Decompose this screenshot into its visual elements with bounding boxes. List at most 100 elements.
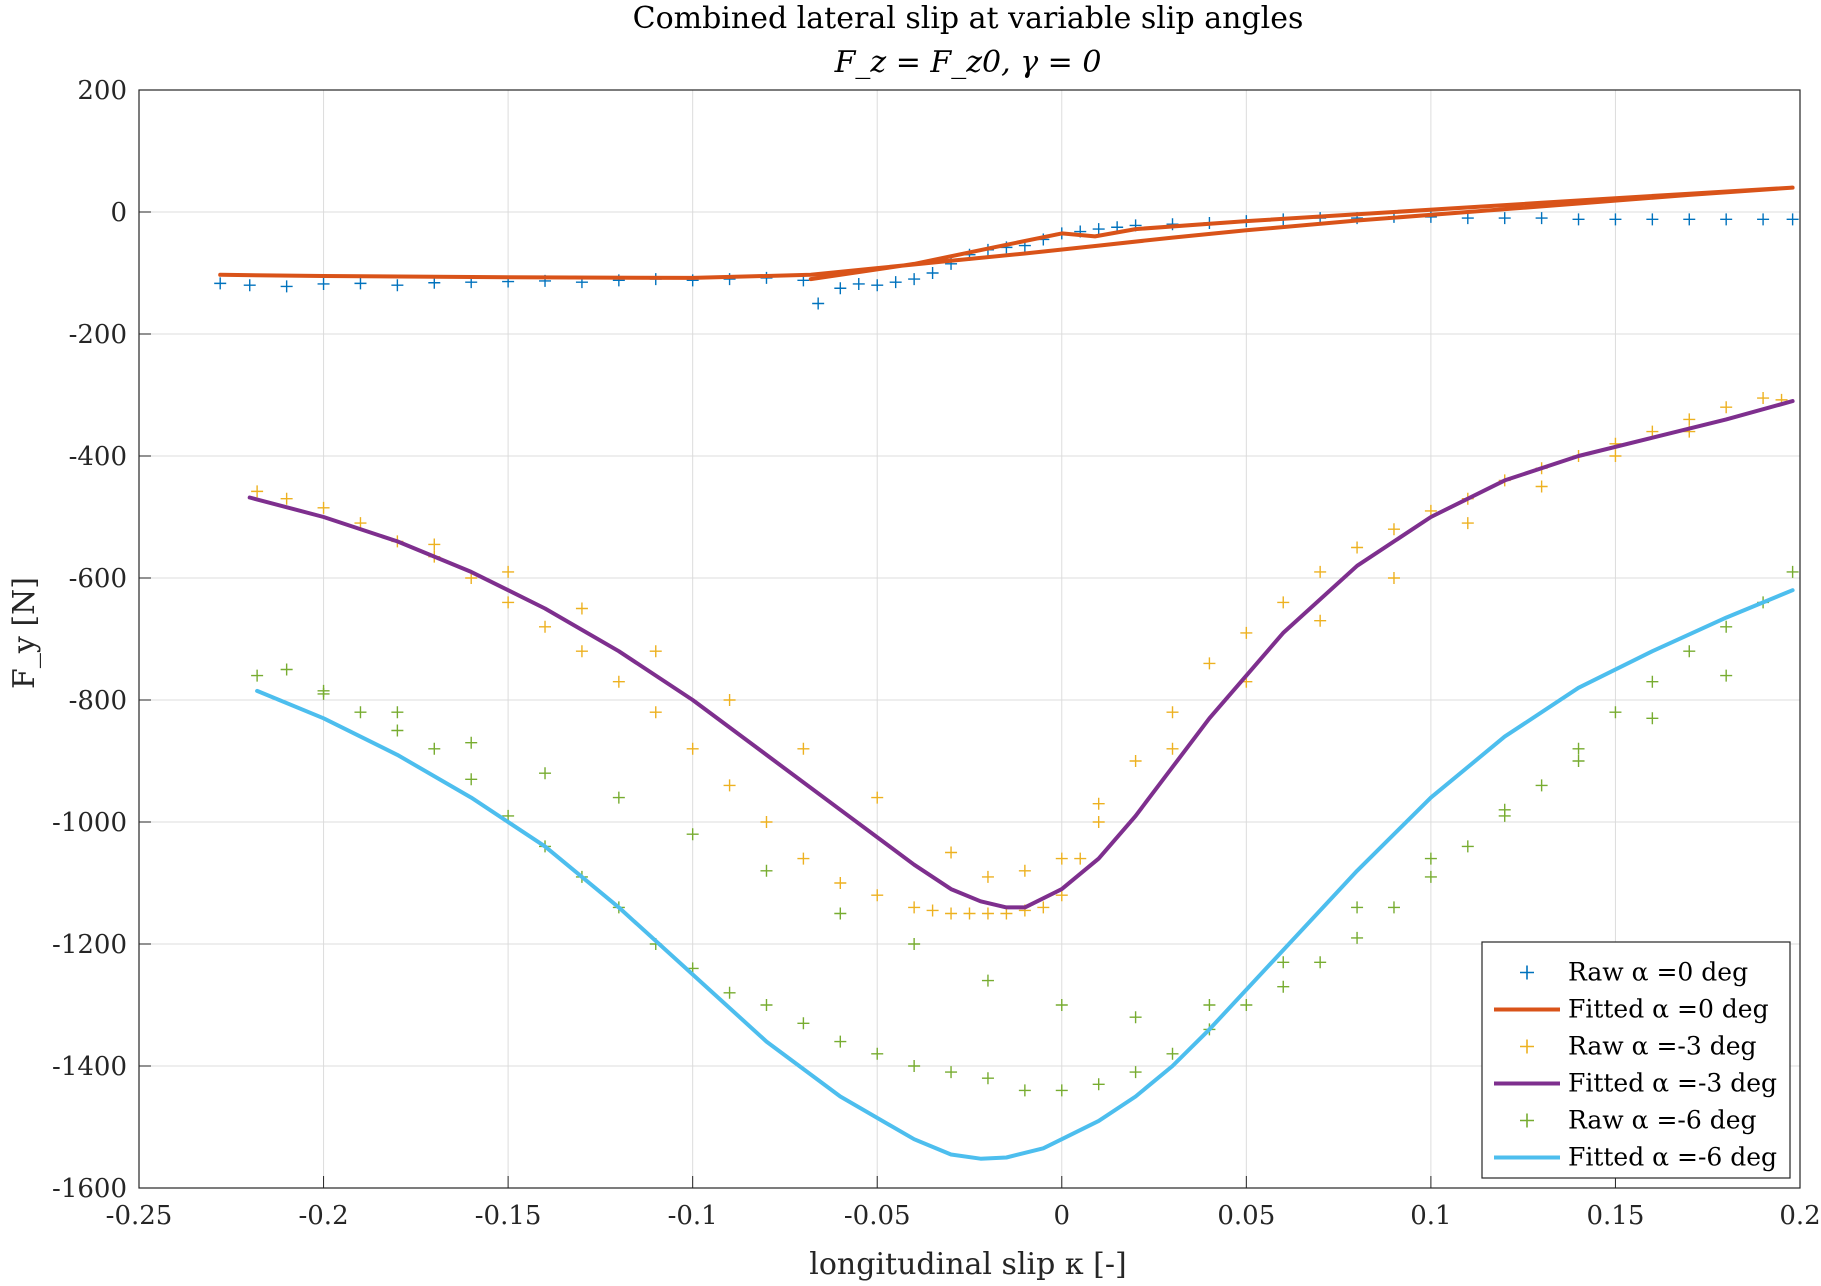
- data-point: [963, 907, 976, 920]
- legend-label: Raw α =-3 deg: [1568, 1032, 1757, 1061]
- series-line: [218, 185, 1795, 282]
- y-tick-label: -400: [69, 442, 127, 472]
- data-point: [760, 999, 773, 1011]
- data-point: [1129, 1066, 1142, 1079]
- data-point: [1786, 213, 1799, 226]
- data-point: [280, 492, 293, 505]
- series-5: [255, 588, 1795, 1161]
- data-point: [280, 280, 293, 293]
- data-point: [1461, 212, 1474, 225]
- legend-label: Fitted α =-6 deg: [1568, 1143, 1777, 1172]
- data-point: [834, 877, 847, 889]
- data-point: [834, 907, 847, 920]
- data-point: [1277, 956, 1290, 969]
- data-point: [834, 1035, 847, 1048]
- data-point: [1646, 712, 1659, 725]
- data-point: [871, 791, 884, 804]
- data-point: [1092, 816, 1105, 828]
- data-point: [981, 1072, 994, 1085]
- x-tick-label: -0.1: [668, 1201, 718, 1231]
- data-point: [1129, 755, 1142, 767]
- data-point: [354, 706, 367, 719]
- data-point: [1683, 413, 1696, 426]
- data-point: [1240, 999, 1253, 1011]
- data-point: [1277, 980, 1290, 993]
- data-point: [1314, 614, 1327, 627]
- data-point: [1387, 901, 1400, 914]
- data-point: [1055, 852, 1068, 865]
- data-point: [539, 620, 552, 633]
- data-point: [428, 742, 441, 755]
- data-point: [612, 675, 625, 688]
- data-point: [908, 273, 921, 286]
- data-point: [539, 767, 552, 780]
- data-point: [686, 828, 699, 841]
- data-point: [1424, 852, 1437, 865]
- data-point: [317, 684, 330, 697]
- series-3: [247, 399, 1795, 910]
- data-point: [871, 279, 884, 292]
- data-point: [1609, 450, 1622, 462]
- x-tick-label: 0.1: [1410, 1201, 1451, 1231]
- data-point: [797, 742, 810, 755]
- data-point: [686, 742, 699, 755]
- data-point: [1498, 212, 1511, 225]
- data-point: [1720, 401, 1733, 414]
- data-point: [834, 282, 847, 295]
- data-point: [981, 974, 994, 987]
- data-point: [280, 663, 293, 676]
- y-tick-label: 200: [77, 76, 127, 106]
- data-point: [1166, 742, 1179, 755]
- data-point: [945, 846, 958, 859]
- data-point: [391, 279, 404, 292]
- data-point: [391, 706, 404, 719]
- x-tick-label: -0.05: [844, 1201, 911, 1231]
- data-point: [1018, 864, 1031, 877]
- data-point: [251, 669, 264, 682]
- data-point: [214, 277, 227, 290]
- data-point: [465, 773, 478, 786]
- data-point: [1203, 999, 1216, 1011]
- plot-frame: [138, 89, 1801, 1189]
- data-point: [1277, 596, 1290, 609]
- data-point: [649, 706, 662, 719]
- x-tick-label: -0.2: [298, 1201, 348, 1231]
- legend-label: Fitted α =-3 deg: [1568, 1069, 1777, 1098]
- data-point: [1757, 392, 1770, 405]
- data-point: [391, 724, 404, 737]
- data-point: [612, 791, 625, 804]
- x-tick-label: 0: [1054, 1201, 1071, 1231]
- data-point: [1018, 1084, 1031, 1097]
- data-point: [1535, 212, 1548, 225]
- data-point: [1314, 565, 1327, 578]
- data-point: [945, 1066, 958, 1079]
- data-point: [1646, 675, 1659, 688]
- data-point: [1572, 742, 1585, 755]
- y-tick-label: -1000: [52, 808, 127, 838]
- data-point: [428, 538, 441, 551]
- y-axis-label: F_y [N]: [7, 577, 42, 689]
- y-axis: 200 0 -200 -400 -600 -800 -1000 -1200 -1400 -1600: [52, 76, 151, 1204]
- data-point: [649, 645, 662, 658]
- x-axis-label: longitudinal slip κ [-]: [809, 1247, 1126, 1282]
- data-point: [852, 277, 865, 290]
- data-point: [1314, 956, 1327, 969]
- x-tick-label: -0.15: [475, 1201, 542, 1231]
- data-point: [1461, 517, 1474, 530]
- data-point: [1461, 840, 1474, 853]
- data-point: [1166, 706, 1179, 719]
- data-point: [1387, 523, 1400, 536]
- data-point: [723, 779, 736, 792]
- data-point: [908, 1060, 921, 1072]
- data-point: [926, 904, 939, 917]
- data-point: [465, 736, 478, 749]
- data-point: [1572, 213, 1585, 226]
- data-point: [926, 267, 939, 279]
- data-point: [502, 565, 515, 578]
- series-layer: [214, 185, 1799, 1161]
- data-point: [1092, 223, 1105, 236]
- data-point: [1646, 213, 1659, 226]
- data-point: [1203, 657, 1216, 670]
- y-tick-label: -200: [69, 320, 127, 350]
